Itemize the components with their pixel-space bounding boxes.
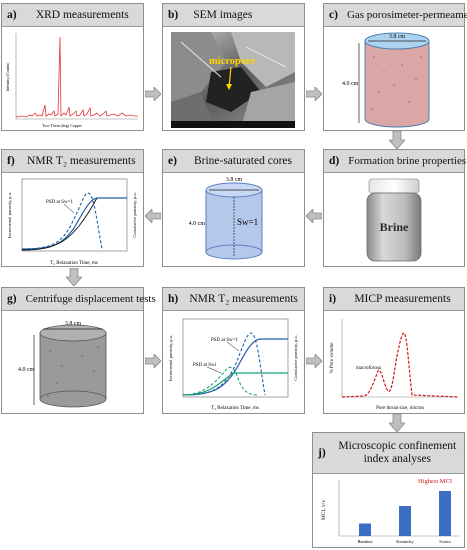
cumulative-porosity-swi-curve	[182, 372, 288, 396]
arrow-down-icon	[66, 268, 82, 286]
panel-centrifuge: g) Centrifuge displacement tests 3.8 cm …	[1, 287, 156, 414]
panel-label: f)	[7, 155, 15, 167]
core-height-label: 4.0 cm	[189, 221, 206, 227]
mci-bar-chart: MCI, v/v Highest MCI Bandera Kentucky Scio…	[321, 478, 459, 544]
panel-title: Microscopic confinement index analyses	[338, 440, 457, 465]
mci-category-label: Bandera	[358, 539, 373, 544]
micp-ylabel: % Pore volume	[330, 342, 335, 374]
nmr-ylabel-left: Incremental porosity, p.u.	[7, 192, 13, 238]
xrd-axis-x-label: Two-Theta (deg) Copper	[42, 123, 82, 128]
xrd-axis-y-label: Intensity (Counts)	[5, 62, 10, 92]
panel-header: j) Microscopic confinement index analyse…	[313, 433, 464, 474]
panel-xrd: a) XRD measurements Two-Theta (deg) Copp…	[1, 3, 144, 131]
arrow-right-icon	[306, 354, 322, 368]
macropore-annotation: macroforosa	[356, 366, 382, 371]
panel-title: XRD measurements	[35, 9, 129, 21]
panel-title: Centrifuge displacement tests	[25, 293, 156, 305]
psd-annotation: PSD at Sw=1	[46, 200, 73, 205]
panel-label: c)	[329, 9, 338, 21]
panel-label: d)	[329, 155, 340, 167]
cumulative-porosity-sw1-curve	[182, 338, 288, 396]
panel-label: j)	[318, 447, 326, 459]
cumulative-porosity-curve	[21, 197, 127, 250]
panel-header: f) NMR T₂ measurements	[2, 150, 143, 173]
panel-sem: b) SEM images micropore	[162, 3, 305, 131]
panel-title: NMR T₂ measurements	[27, 155, 136, 167]
nmr-plot: PSD at Sw=1 PSD at Swi T₂ Relaxation Tim…	[168, 318, 299, 411]
panel-header: i) MICP measurements	[324, 288, 464, 311]
core-sample-blue: 3.8 cm 4.0 cm Sw=1	[189, 177, 263, 260]
mci-category-label: Kentucky	[396, 539, 414, 544]
arrow-down-icon	[389, 414, 405, 432]
nmr-plot: PSD at Sw=1 T₂ Relaxation Time, ms Incre…	[7, 178, 138, 266]
panel-label: g)	[7, 293, 17, 305]
panel-title: Gas porosimeter-permeameter	[346, 9, 467, 21]
micp-plot: macroforosa Pore throat size, micron % P…	[330, 319, 459, 411]
core-height-label: 4.0 cm	[342, 81, 359, 87]
panel-title: SEM images	[193, 9, 253, 21]
sem-micropore-label: micropore	[209, 56, 256, 67]
mci-bar	[359, 523, 371, 536]
panel-mci: j) Microscopic confinement index analyse…	[312, 432, 465, 548]
arrow-right-icon	[145, 354, 161, 368]
panel-nmr-t2-swi: h) NMR T₂ measurements PSD at Sw=1 PSD a…	[162, 287, 305, 414]
nmr-ylabel-right: Cumulative porosity, p.u.	[293, 335, 299, 381]
core-diameter-label: 3.8 cm	[226, 177, 243, 183]
panel-label: h)	[168, 293, 179, 305]
nmr-ylabel-right: Cumulative porosity, p.u.	[132, 192, 138, 238]
panel-nmr-t2: f) NMR T₂ measurements PSD at Sw=1 T₂ Re…	[1, 149, 144, 267]
core-height-label: 4.0 cm	[18, 367, 35, 373]
panel-label: i)	[329, 293, 337, 305]
panel-header: b) SEM images	[163, 4, 304, 27]
psd-swi-annotation: PSD at Swi	[193, 363, 217, 368]
panel-title: MICP measurements	[354, 293, 451, 305]
panel-header: d) Formation brine properties	[324, 150, 467, 173]
panel-label: b)	[168, 9, 179, 21]
panel-label: e)	[168, 155, 177, 167]
arrow-right-icon	[306, 87, 322, 101]
panel-micp: i) MICP measurements macroforosa Pore th…	[323, 287, 465, 414]
sem-image: micropore	[171, 32, 295, 128]
core-diameter-label: 3.8 cm	[65, 321, 82, 327]
highest-mci-label: Highest MCI	[418, 478, 452, 485]
bottle-label: Brine	[380, 220, 409, 234]
saturation-label: Sw=1	[237, 217, 258, 227]
pore-throat-distribution-curve	[341, 332, 459, 398]
micp-xlabel: Pore throat size, micron	[376, 406, 424, 411]
nmr-ylabel-left: Incremental porosity, p.u.	[168, 335, 174, 381]
panel-title: Formation brine properties	[348, 155, 467, 167]
panel-header: a) XRD measurements	[2, 4, 143, 27]
panel-header: g) Centrifuge displacement tests	[2, 288, 156, 311]
brine-bottle: Brine	[366, 178, 422, 262]
mci-bar	[399, 506, 411, 536]
xrd-pattern-line	[15, 36, 138, 118]
arrow-down-icon	[389, 131, 405, 149]
panel-title: Brine-saturated cores	[193, 155, 292, 167]
panel-gas-porosimeter: c) Gas porosimeter-permeameter 3.8 cm 4.…	[323, 3, 467, 131]
arrow-right-icon	[145, 87, 161, 101]
mci-bar	[439, 491, 451, 536]
xrd-plot: Two-Theta (deg) Copper Intensity (Counts…	[5, 33, 138, 128]
incremental-porosity-swi-curve	[182, 366, 259, 396]
mci-category-label: Scioto	[439, 539, 451, 544]
arrow-left-icon	[145, 209, 161, 223]
mci-ylabel: MCI, v/v	[321, 500, 327, 520]
incremental-porosity-curve	[21, 192, 103, 250]
panel-header: e) Brine-saturated cores	[163, 150, 304, 173]
psd-sw1-annotation: PSD at Sw=1	[211, 338, 238, 343]
arrow-left-icon	[306, 209, 322, 223]
core-diameter-label: 3.8 cm	[389, 34, 406, 40]
panel-label: a)	[7, 9, 17, 21]
core-sample-grey: 3.8 cm 4.0 cm	[18, 321, 107, 408]
nmr-xlabel: T₂ Relaxation Time, ms	[211, 406, 259, 411]
panel-title: NMR T₂ measurements	[189, 293, 298, 305]
nmr-xlabel: T₂ Relaxation Time, ms	[50, 261, 98, 266]
panel-header: h) NMR T₂ measurements	[163, 288, 304, 311]
panel-header: c) Gas porosimeter-permeameter	[324, 4, 467, 27]
panel-brine-saturated-cores: e) Brine-saturated cores 3.8 cm 4.0 cm S…	[162, 149, 305, 267]
panel-formation-brine: d) Formation brine properties Brine	[323, 149, 467, 267]
core-sample-pink: 3.8 cm 4.0 cm	[342, 32, 430, 128]
